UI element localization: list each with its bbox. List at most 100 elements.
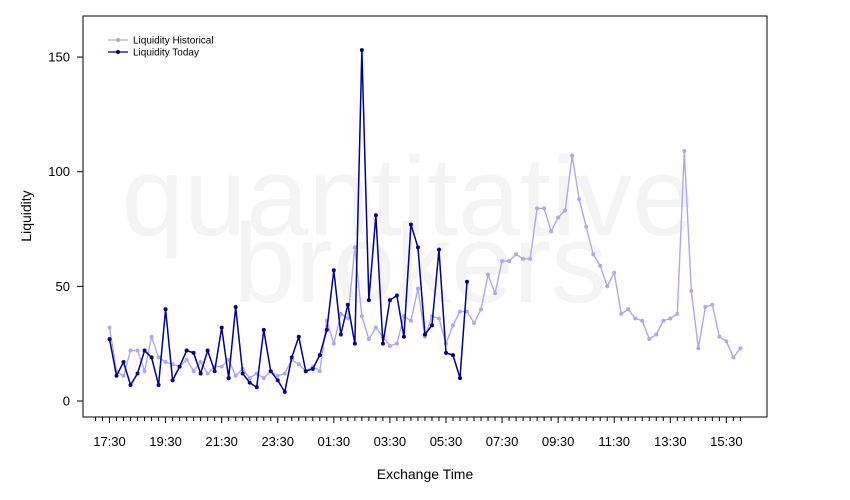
series-0-point-27: [296, 362, 301, 367]
series-0-point-82: [682, 149, 687, 154]
legend: Liquidity Historical Liquidity Today: [108, 36, 214, 59]
series-1-point-1: [114, 373, 119, 378]
series-1-point-26: [289, 355, 294, 360]
series-0-point-80: [668, 316, 673, 321]
series-1-point-48: [443, 350, 448, 355]
series-0-point-76: [640, 318, 645, 323]
series-0-point-75: [633, 316, 638, 321]
legend-marker-historical: [116, 38, 120, 42]
series-1-point-32: [331, 268, 336, 273]
series-0-point-34: [345, 316, 350, 321]
series-1-point-17: [226, 376, 231, 381]
series-1-point-5: [142, 348, 147, 353]
series-0-point-24: [275, 373, 280, 378]
series-0-point-7: [156, 355, 161, 360]
series-1-point-38: [373, 213, 378, 218]
series-1-point-34: [345, 302, 350, 307]
series-1-point-10: [177, 364, 182, 369]
series-0-point-43: [408, 318, 413, 323]
series-0-point-35: [352, 245, 357, 250]
series-0-point-52: [472, 321, 477, 326]
series-0-point-12: [191, 369, 196, 374]
x-tick-label-0: 17:30: [93, 434, 126, 449]
series-1-point-44: [415, 245, 420, 250]
series-1-point-50: [458, 376, 462, 381]
x-tick-label-3: 23:30: [261, 434, 294, 449]
y-tick-label-1: 50: [56, 279, 70, 294]
series-1-point-29: [310, 366, 315, 371]
series-0-point-5: [142, 369, 147, 374]
series-0-point-47: [436, 316, 441, 321]
series-1-point-28: [303, 369, 308, 374]
series-0-point-71: [605, 284, 610, 289]
series-0-point-90: [738, 346, 743, 351]
series-0-point-38: [373, 325, 378, 330]
series-1-point-4: [135, 371, 140, 376]
series-1-point-8: [163, 307, 168, 312]
series-0-point-73: [619, 311, 624, 316]
series-0-point-49: [450, 323, 455, 328]
series-0-point-4: [135, 348, 140, 353]
series-1-point-7: [156, 382, 161, 387]
series-1-point-25: [282, 389, 287, 394]
x-tick-label-7: 07:30: [486, 434, 519, 449]
series-1-point-30: [317, 353, 322, 358]
series-0-point-8: [163, 360, 168, 365]
x-axis-title: Exchange Time: [377, 466, 474, 482]
y-axis-title: Liquidity: [18, 190, 34, 241]
y-tick-label-0: 0: [63, 394, 70, 409]
series-0-point-6: [149, 334, 154, 339]
series-1-point-3: [128, 382, 133, 387]
series-0-point-51: [465, 309, 470, 314]
series-layer: [107, 48, 743, 394]
series-1-point-6: [149, 355, 154, 360]
legend-label-historical: Liquidity Historical: [133, 36, 214, 47]
series-1-point-19: [240, 371, 245, 376]
series-0-point-57: [507, 259, 512, 264]
x-tick-label-8: 09:30: [542, 434, 575, 449]
series-0-point-25: [282, 371, 287, 376]
y-axis: 0 50 100 150: [48, 50, 83, 409]
series-1-point-47: [436, 247, 441, 252]
series-0-point-68: [584, 224, 589, 229]
series-1-point-31: [324, 327, 329, 332]
series-0-point-16: [219, 364, 224, 369]
series-0-point-84: [696, 346, 701, 351]
series-1-point-51: [465, 279, 470, 284]
series-0-point-59: [521, 256, 526, 261]
series-1-point-21: [254, 385, 259, 390]
series-0-point-65: [563, 208, 568, 213]
series-0-point-33: [338, 311, 343, 316]
watermark-line-1: quantitative: [122, 134, 695, 259]
series-0-point-3: [128, 348, 133, 353]
series-0-point-81: [675, 311, 680, 316]
series-1-point-9: [170, 378, 175, 383]
series-0-point-54: [486, 272, 491, 277]
x-tick-label-10: 13:30: [654, 434, 687, 449]
series-1-point-37: [366, 298, 371, 303]
series-1-point-33: [338, 332, 343, 337]
series-1-point-41: [394, 293, 399, 298]
series-0-point-13: [198, 360, 203, 365]
x-tick-label-4: 01:30: [318, 434, 351, 449]
series-0-point-40: [387, 343, 392, 348]
series-1-point-23: [268, 369, 273, 374]
series-1-point-45: [422, 332, 427, 337]
series-0-point-70: [598, 263, 603, 268]
y-tick-label-2: 100: [48, 164, 70, 179]
series-0-point-20: [247, 376, 252, 381]
series-1-point-46: [429, 323, 434, 328]
series-0-point-30: [317, 369, 322, 374]
series-0-point-41: [394, 341, 399, 346]
series-0-point-2: [121, 373, 126, 378]
x-tick-label-2: 21:30: [205, 434, 238, 449]
series-0-point-66: [570, 153, 575, 158]
series-0-point-72: [612, 270, 617, 275]
legend-label-today: Liquidity Today: [133, 48, 199, 59]
series-0-point-62: [542, 206, 547, 211]
x-tick-label-6: 05:30: [430, 434, 463, 449]
series-0-point-18: [233, 373, 238, 378]
series-0-point-77: [647, 337, 652, 342]
series-1-point-16: [219, 325, 224, 330]
